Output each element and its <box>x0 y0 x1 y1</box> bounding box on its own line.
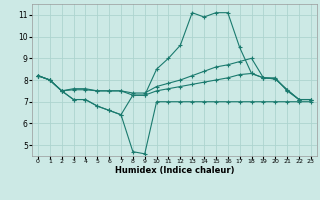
X-axis label: Humidex (Indice chaleur): Humidex (Indice chaleur) <box>115 166 234 175</box>
